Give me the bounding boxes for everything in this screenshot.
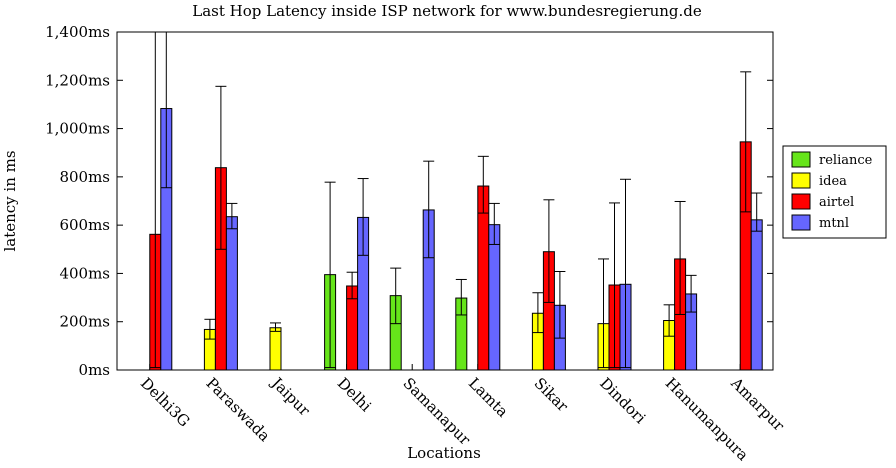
legend-swatch-idea	[791, 172, 811, 189]
y-tick-label: 600ms	[59, 216, 110, 234]
plot-frame	[116, 31, 774, 371]
legend-swatch-reliance	[791, 151, 811, 168]
x-tick-label: Delhi3G	[137, 374, 193, 430]
y-tick-label: 1,400ms	[45, 23, 110, 41]
y-tick-label: 1,200ms	[45, 71, 110, 89]
x-tick-label: Dindori	[596, 374, 649, 427]
legend: reliance idea airtel mtnl	[782, 145, 887, 239]
legend-label-reliance: reliance	[819, 153, 873, 168]
legend-label-airtel: airtel	[819, 195, 854, 210]
y-tick-label: 800ms	[59, 168, 110, 186]
x-tick-label: Samanapur	[399, 374, 474, 449]
y-axis-label: latency in ms	[1, 150, 19, 251]
bar-mtnl	[488, 224, 501, 371]
x-tick-label: Amarpur	[727, 373, 789, 435]
legend-swatch-mtnl	[791, 214, 811, 231]
chart-title: Last Hop Latency inside ISP network for …	[192, 2, 702, 20]
legend-swatch-airtel	[791, 193, 811, 210]
x-axis-label: Locations	[407, 444, 481, 462]
y-tick-label: 1,000ms	[45, 120, 110, 138]
x-tick-label: Jaipur	[267, 373, 314, 420]
y-tick-label: 200ms	[59, 313, 110, 331]
plot-area: 0ms 200ms 400ms 600ms 800ms 1,000ms 1,200ms 1,4…	[45, 23, 788, 464]
y-tick-label: 400ms	[59, 264, 110, 282]
x-tick-label: Lamta	[465, 374, 512, 421]
legend-label-mtnl: mtnl	[819, 216, 849, 231]
y-tick-label: 0ms	[79, 361, 110, 379]
bar-idea	[269, 327, 282, 371]
x-tick-label: Sikar	[531, 374, 573, 416]
bar-mtnl	[225, 216, 238, 371]
legend-label-idea: idea	[819, 174, 847, 189]
x-tick-label: Delhi	[334, 374, 375, 415]
bar-airtel	[477, 185, 490, 371]
bar-mtnl	[750, 219, 763, 371]
x-tick-label: Paraswada	[203, 374, 274, 445]
